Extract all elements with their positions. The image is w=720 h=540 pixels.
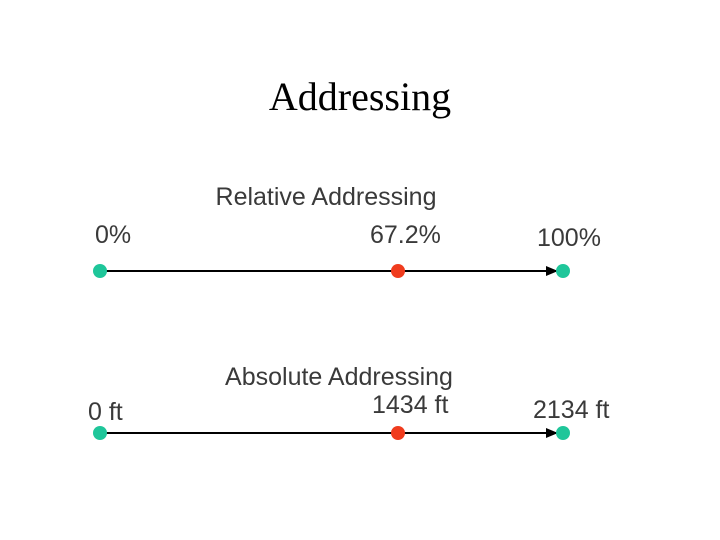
- start-dot: [93, 264, 107, 278]
- start-label: 0 ft: [88, 398, 123, 426]
- point-label: 1434 ft: [372, 391, 449, 419]
- diagram-heading: Relative Addressing: [216, 183, 437, 211]
- end-label: 100%: [537, 224, 601, 252]
- slide-title: Addressing: [269, 74, 451, 119]
- point-dot: [391, 264, 405, 278]
- start-dot: [93, 426, 107, 440]
- end-dot: [556, 264, 570, 278]
- point-dot: [391, 426, 405, 440]
- point-label: 67.2%: [370, 221, 441, 249]
- diagram-heading: Absolute Addressing: [225, 363, 453, 391]
- end-label: 2134 ft: [533, 396, 610, 424]
- end-dot: [556, 426, 570, 440]
- start-label: 0%: [95, 221, 131, 249]
